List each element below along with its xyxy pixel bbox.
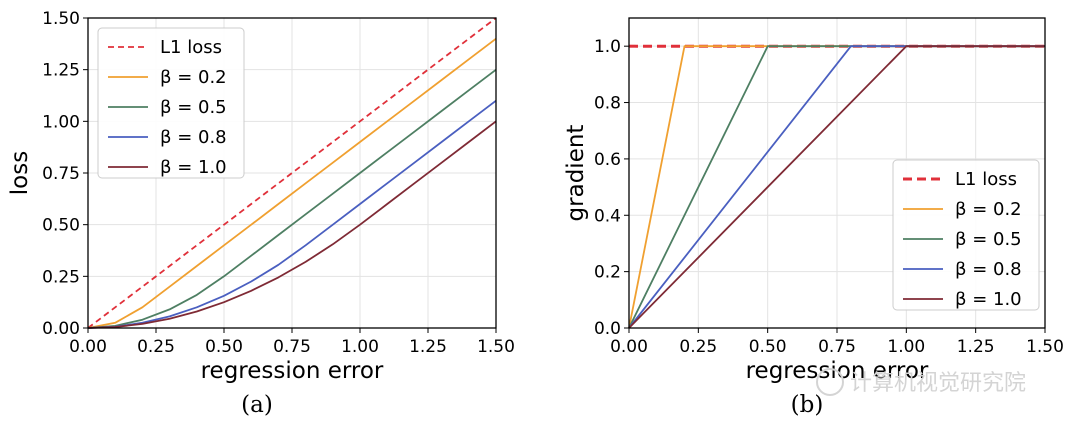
legend-box [892,159,1040,311]
legend-box [97,27,245,179]
x-tick-label: 0.00 [610,337,648,357]
y-tick-label: 0.25 [42,267,80,287]
panel-b-y-ticks: 0.0 0.2 0.4 0.6 0.8 1.0 [594,37,629,339]
legend-label: β = 0.2 [955,199,1022,220]
legend-label: L1 loss [160,37,222,58]
panel-a-x-label: regression error [201,358,384,384]
panel-a-y-label: loss [7,151,33,195]
panel-b-legend: L1 loss β = 0.2 β = 0.5 β = 0.8 β = 1.0 [892,159,1040,311]
x-tick-label: 0.75 [818,337,856,357]
panel-a-caption: (a) [241,392,273,418]
series-line-0 [87,17,497,329]
x-tick-label: 1.00 [887,337,925,357]
legend-label: β = 0.8 [955,259,1022,280]
panel-a-lines [87,17,497,329]
panel-b-lines [628,44,1045,329]
y-tick-label: 0.4 [594,206,621,226]
x-tick-label: 0.25 [137,337,175,357]
y-tick-label: 1.00 [42,112,80,132]
y-tick-label: 1.0 [594,37,621,57]
legend-label: β = 0.5 [160,97,227,118]
panel-a-legend: L1 loss β = 0.2 β = 0.5 β = 0.8 β = 1.0 [97,27,245,179]
x-tick-label: 1.50 [1026,337,1064,357]
y-tick-label: 0.75 [42,164,80,184]
y-tick-label: 0.0 [594,319,621,339]
panel-a-x-ticks: 0.00 0.25 0.50 0.75 1.00 1.25 1.50 [69,328,515,357]
panel-b-caption: (b) [791,392,824,418]
x-tick-label: 1.25 [409,337,447,357]
series-line-2 [87,68,497,329]
legend-label: β = 0.5 [955,229,1022,250]
legend-label: β = 1.0 [160,157,227,178]
legend-label: β = 0.8 [160,127,227,148]
y-tick-label: 1.25 [42,61,80,81]
series-line-3 [87,99,497,329]
series-line-4 [87,120,497,329]
y-tick-label: 0.8 [594,94,621,114]
panel-b-y-label: gradient [563,125,589,222]
panel-b: 0.00 0.25 0.50 0.75 1.00 1.25 1.50 0.00.20.40.… [563,17,1064,418]
watermark: 计算机视觉研究院 [816,368,1026,396]
watermark-text: 计算机视觉研究院 [850,371,1026,396]
panel-a: 0.00 0.25 0.50 0.75 1.00 1.25 1.50 0.00 0.25 0.5… [7,9,515,418]
y-tick-label: 0.2 [594,263,621,283]
series-line-1 [87,37,497,329]
panel-a-y-ticks: 0.00 0.25 0.50 0.75 1.00 1.25 1.50 [42,9,88,339]
panel-b-x-ticks: 0.00 0.25 0.50 0.75 1.00 1.25 1.50 [610,328,1064,357]
x-tick-label: 1.00 [341,337,379,357]
y-tick-label: 0.6 [594,150,621,170]
x-tick-label: 1.50 [477,337,515,357]
x-tick-label: 1.25 [957,337,995,357]
x-tick-label: 0.75 [273,337,311,357]
series-line-4 [628,45,1045,329]
x-tick-label: 0.50 [749,337,787,357]
y-tick-label: 0.50 [42,216,80,236]
legend-label: β = 0.2 [160,67,227,88]
watermark-logo-icon [816,368,844,396]
y-tick-label: 0.00 [42,319,80,339]
x-tick-label: 0.50 [205,337,243,357]
x-tick-label: 0.00 [69,337,107,357]
x-tick-label: 0.25 [679,337,717,357]
y-tick-label: 1.50 [42,9,80,29]
legend-label: β = 1.0 [955,289,1022,310]
legend-label: L1 loss [955,169,1017,190]
